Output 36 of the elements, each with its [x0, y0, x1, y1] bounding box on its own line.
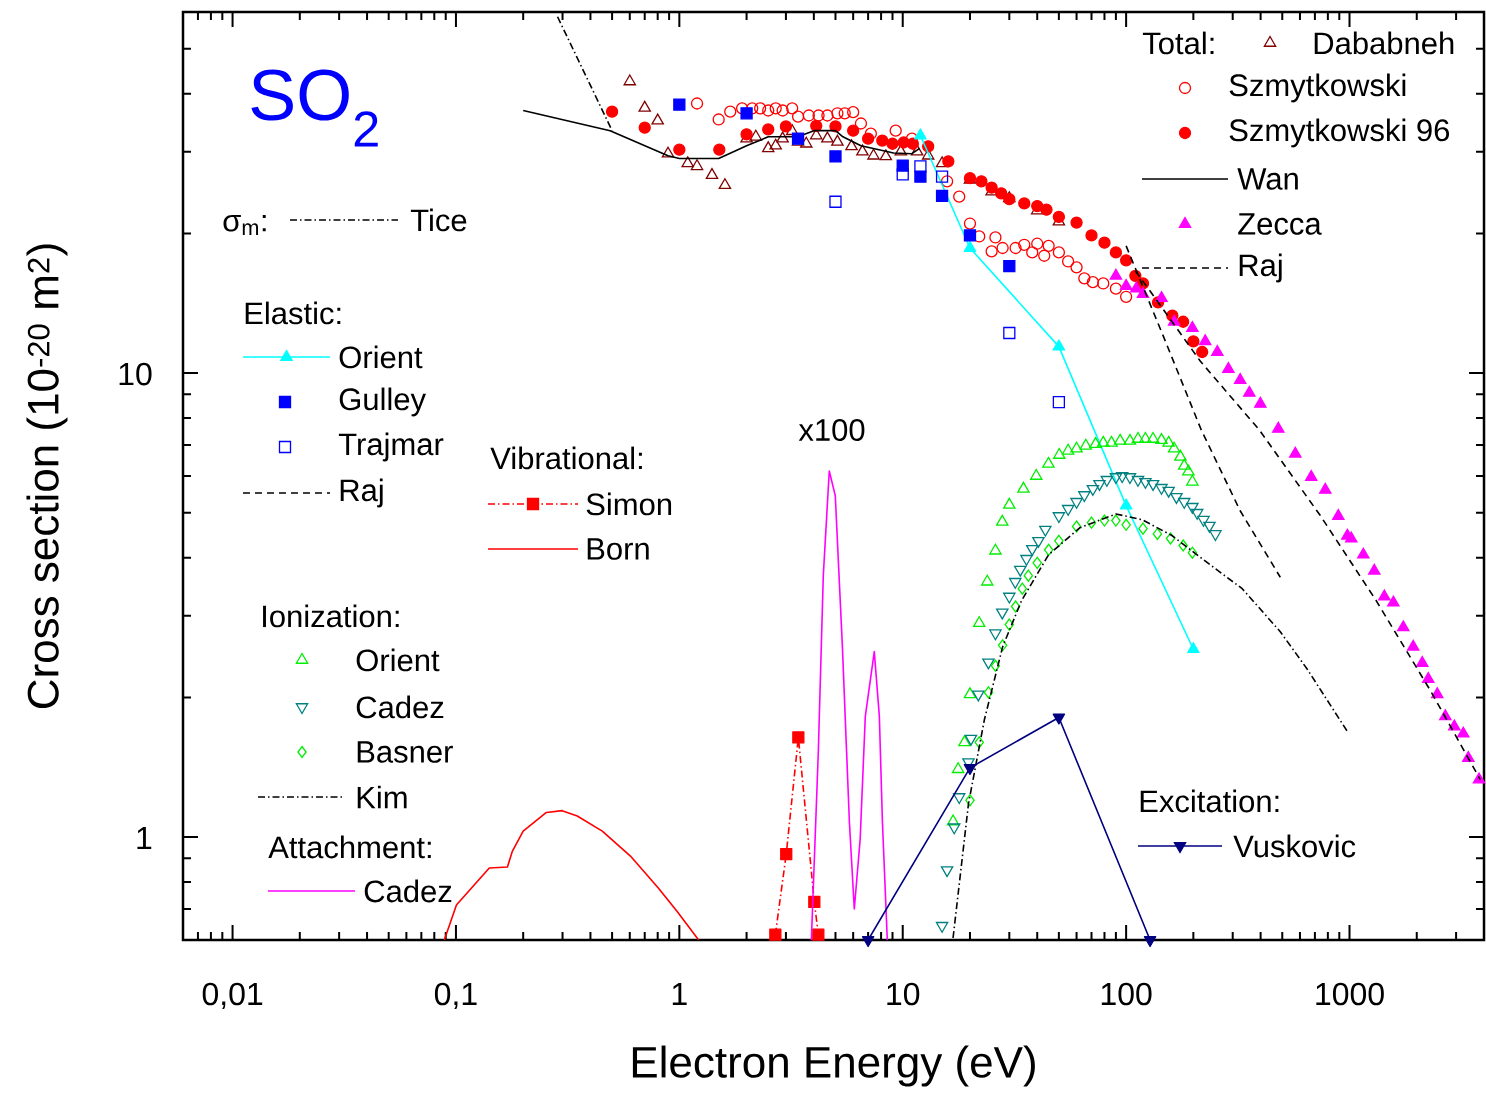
- annotation: Ionization:: [263, 604, 399, 628]
- legend-label: Kim: [357, 785, 407, 809]
- x-tick-label: 100: [1101, 982, 1152, 1006]
- annotation: Total:: [1142, 31, 1214, 55]
- legend-label: Gulley: [339, 387, 427, 417]
- legend-label: Vuskovic: [1233, 834, 1356, 858]
- annotation: Excitation:: [1140, 789, 1279, 813]
- annotation: Attachment:: [268, 835, 431, 859]
- x-tick-label: 10: [887, 982, 920, 1006]
- legend-label: Zecca: [1238, 213, 1322, 235]
- legend-label: Szmytkowski 96: [1229, 118, 1450, 148]
- legend-label: Wan: [1237, 168, 1298, 190]
- annotation: Elastic:: [245, 301, 341, 325]
- legend-label: Szmytkowski: [1229, 73, 1406, 103]
- x-tick-label: 1000: [1316, 982, 1384, 1006]
- text: SO$_{2}$: [251, 69, 378, 147]
- legend-label: Cadez: [364, 879, 452, 903]
- legend-label: Orient: [356, 648, 440, 672]
- annotation: σ$_{m}$:: [223, 214, 266, 236]
- legend-label: Orient: [339, 345, 423, 369]
- legend-label: Simon: [586, 492, 672, 516]
- x-tick-label: 0,1: [434, 982, 477, 1010]
- y-axis-title: Cross section (10$^{-20}$ m$^{2}$): [26, 244, 68, 709]
- legend-label: Tice: [410, 208, 467, 232]
- x-tick-label: 1: [672, 983, 687, 1005]
- legend-label: Basner: [357, 741, 453, 763]
- legend-label: Raj: [1239, 253, 1282, 283]
- x-tick-label: 0,01: [202, 982, 263, 1010]
- legend-label: Cadez: [356, 695, 444, 719]
- legend-label: Trajmar: [338, 432, 444, 462]
- legend-label: Born: [587, 538, 649, 560]
- legend-label: Dababneh: [1314, 31, 1454, 55]
- annotation: x100: [798, 419, 865, 441]
- legend-label: Raj: [340, 478, 383, 508]
- annotation: Vibrational:: [490, 446, 642, 470]
- x-axis-title: Electron Energy (eV): [632, 1045, 1035, 1087]
